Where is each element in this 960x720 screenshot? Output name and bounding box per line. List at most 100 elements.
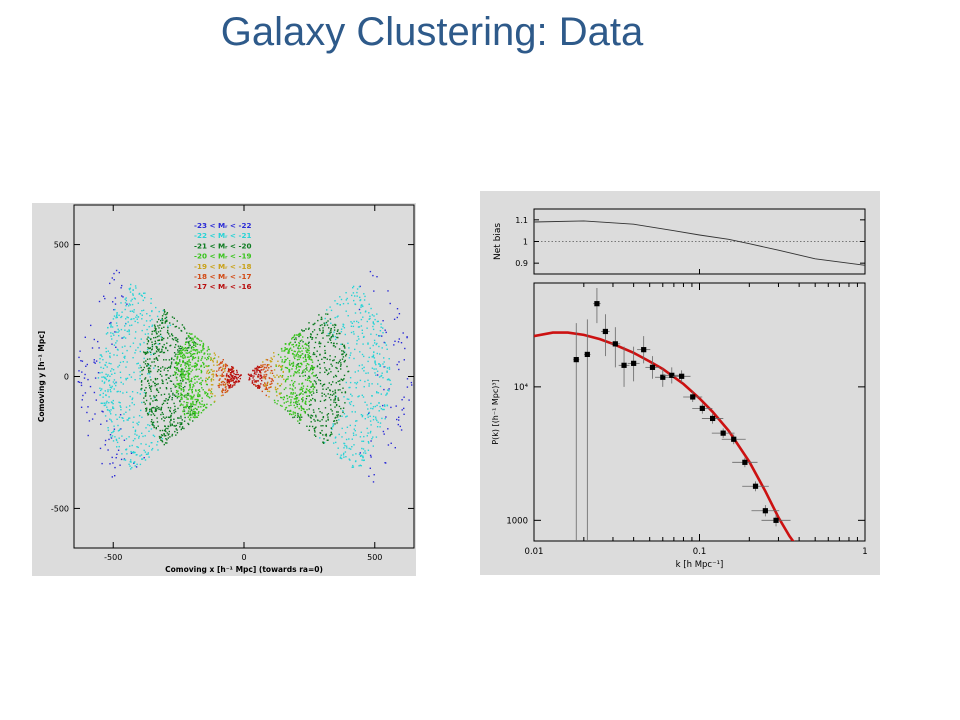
galaxy-point — [189, 364, 191, 366]
galaxy-point — [134, 465, 136, 467]
galaxy-point — [308, 390, 310, 393]
galaxy-point — [179, 359, 181, 361]
galaxy-point — [161, 321, 164, 324]
galaxy-point — [188, 408, 191, 410]
galaxy-point — [403, 413, 405, 415]
galaxy-point — [334, 356, 336, 358]
galaxy-point — [129, 287, 131, 289]
galaxy-point — [186, 337, 188, 339]
galaxy-point — [113, 334, 115, 336]
galaxy-point — [403, 359, 405, 361]
galaxy-point — [330, 329, 332, 331]
galaxy-point — [218, 367, 220, 369]
galaxy-point — [117, 390, 119, 393]
galaxy-point — [125, 305, 127, 307]
galaxy-point — [372, 328, 375, 331]
galaxy-point — [296, 405, 298, 408]
galaxy-point — [354, 303, 357, 306]
galaxy-point — [131, 398, 133, 401]
galaxy-point — [223, 381, 226, 384]
galaxy-point — [209, 389, 212, 392]
galaxy-point — [307, 328, 310, 330]
galaxy-point — [312, 385, 314, 387]
galaxy-point — [356, 288, 359, 290]
galaxy-point — [190, 350, 192, 352]
galaxy-point — [310, 417, 312, 419]
galaxy-point — [330, 399, 332, 401]
galaxy-point — [154, 365, 156, 367]
galaxy-point — [139, 364, 141, 367]
galaxy-series — [77, 269, 413, 483]
x-tick-label: 0 — [241, 553, 246, 562]
galaxy-point — [364, 401, 366, 403]
galaxy-point — [138, 435, 140, 438]
galaxy-point — [163, 433, 165, 435]
galaxy-point — [386, 379, 389, 381]
galaxy-point — [297, 414, 299, 416]
galaxy-point — [218, 385, 220, 387]
galaxy-point — [342, 411, 344, 413]
galaxy-point — [152, 352, 155, 355]
galaxy-point — [219, 378, 221, 380]
galaxy-point — [153, 414, 156, 417]
galaxy-point — [381, 335, 383, 337]
galaxy-point — [323, 393, 326, 395]
galaxy-point — [165, 347, 167, 350]
galaxy-point — [311, 394, 313, 396]
galaxy-point — [332, 334, 334, 336]
galaxy-point — [372, 419, 375, 421]
galaxy-point — [181, 427, 183, 429]
galaxy-point — [319, 420, 321, 422]
galaxy-point — [361, 440, 363, 442]
galaxy-point — [80, 406, 83, 408]
galaxy-point — [320, 425, 322, 427]
galaxy-point — [153, 435, 156, 438]
galaxy-point — [155, 394, 158, 397]
galaxy-point — [343, 452, 345, 455]
galaxy-point — [303, 360, 305, 363]
galaxy-point — [111, 343, 113, 345]
galaxy-point — [342, 325, 344, 328]
galaxy-point — [322, 425, 324, 427]
galaxy-point — [259, 374, 261, 376]
galaxy-point — [256, 367, 258, 369]
galaxy-point — [319, 324, 322, 327]
galaxy-point — [112, 301, 114, 303]
galaxy-point — [140, 454, 143, 456]
galaxy-point — [253, 383, 255, 386]
galaxy-point — [167, 406, 170, 409]
galaxy-point — [141, 295, 143, 297]
galaxy-point — [207, 365, 209, 367]
galaxy-point — [155, 331, 157, 333]
galaxy-point — [195, 404, 197, 406]
galaxy-point — [304, 343, 306, 345]
galaxy-point — [230, 378, 232, 380]
galaxy-point — [368, 318, 370, 320]
galaxy-point — [167, 437, 169, 439]
galaxy-point — [396, 316, 398, 319]
galaxy-point — [342, 324, 345, 326]
galaxy-point — [372, 445, 374, 447]
galaxy-point — [231, 386, 233, 388]
galaxy-point — [202, 344, 205, 346]
galaxy-point — [353, 333, 355, 335]
galaxy-point — [162, 351, 165, 354]
galaxy-point — [161, 441, 164, 443]
galaxy-point — [224, 365, 227, 367]
galaxy-point — [171, 338, 174, 340]
galaxy-point — [299, 413, 302, 416]
galaxy-point — [204, 392, 206, 395]
galaxy-point — [121, 295, 123, 297]
galaxy-point — [187, 394, 189, 396]
galaxy-point — [230, 374, 232, 376]
galaxy-point — [109, 352, 111, 354]
galaxy-point — [342, 410, 344, 412]
galaxy-point — [255, 381, 257, 383]
galaxy-point — [113, 344, 116, 346]
galaxy-point — [298, 403, 301, 405]
galaxy-point — [171, 412, 173, 415]
galaxy-point — [278, 392, 281, 394]
galaxy-point — [129, 395, 131, 398]
legend: -23 < Mᵣ < -22-22 < Mᵣ < -21-21 < Mᵣ < -… — [194, 221, 251, 291]
galaxy-point — [151, 330, 153, 333]
